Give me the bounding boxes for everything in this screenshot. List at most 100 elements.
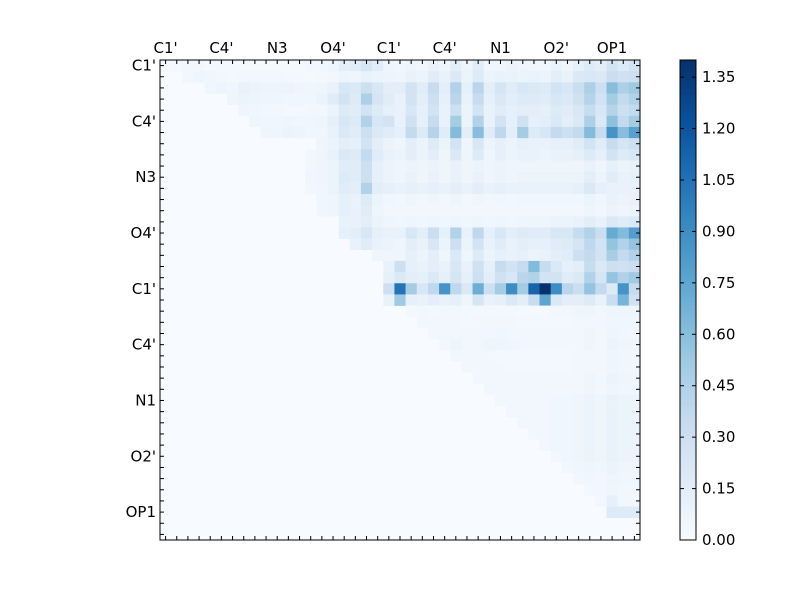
heatmap-cell — [439, 205, 451, 217]
heatmap-cell — [550, 316, 563, 329]
heatmap-cell — [528, 227, 540, 239]
heatmap-cell — [494, 316, 507, 329]
heatmap-cell — [461, 60, 473, 72]
heatmap-cell — [316, 115, 328, 128]
heatmap-cell — [539, 294, 551, 306]
heatmap-cell — [573, 327, 585, 340]
heatmap-cell — [405, 238, 418, 251]
heatmap-cell — [349, 205, 362, 217]
heatmap-cell — [528, 339, 540, 351]
heatmap-cell — [606, 439, 618, 451]
heatmap-cell — [606, 82, 618, 94]
heatmap-cell — [595, 149, 607, 161]
heatmap-cell — [416, 316, 429, 329]
heatmap-cell — [383, 160, 395, 172]
heatmap-cell — [461, 104, 473, 117]
heatmap-cell — [327, 160, 339, 172]
heatmap-cell — [606, 294, 618, 306]
heatmap-cell — [327, 82, 339, 94]
heatmap-cell — [372, 138, 384, 150]
heatmap-cell — [461, 205, 473, 217]
heatmap-cell — [472, 272, 485, 284]
heatmap-cells — [160, 60, 641, 540]
heatmap-cell — [528, 115, 540, 128]
heatmap-cell — [483, 383, 496, 396]
heatmap-cell — [550, 193, 563, 206]
heatmap-cell — [584, 473, 596, 485]
heatmap-cell — [606, 149, 618, 161]
heatmap-cell — [539, 126, 551, 139]
colorbar-tick-label: 1.35 — [702, 68, 735, 86]
heatmap-cell — [506, 60, 518, 72]
heatmap-cell — [561, 428, 574, 440]
heatmap-cell — [539, 339, 551, 351]
heatmap-cell — [238, 60, 250, 72]
heatmap-cell — [539, 350, 551, 362]
heatmap-cell — [394, 272, 406, 284]
heatmap-cell — [305, 104, 317, 117]
heatmap-cell — [405, 93, 418, 105]
heatmap-cell — [494, 383, 507, 396]
heatmap-cell — [539, 115, 551, 128]
heatmap-cell — [506, 216, 518, 228]
heatmap-cell — [628, 316, 641, 329]
heatmap-cell — [628, 350, 641, 362]
heatmap-cell — [394, 294, 406, 306]
heatmap-cell — [360, 60, 373, 72]
heatmap-cell — [450, 126, 462, 139]
heatmap-cell — [327, 104, 339, 117]
heatmap-cell — [483, 361, 496, 373]
heatmap-cell — [628, 60, 641, 72]
heatmap-cell — [450, 193, 462, 206]
heatmap-cell — [450, 294, 462, 306]
heatmap-cell — [383, 238, 395, 251]
heatmap-cell — [439, 238, 451, 251]
colorbar-ticks: 0.00 0.15 0.30 0.45 0.60 0.75 0.90 1.05 1.20 1.35 — [680, 68, 735, 549]
heatmap-cell — [439, 193, 451, 206]
heatmap-cell — [394, 182, 406, 195]
heatmap-cell — [394, 138, 406, 150]
heatmap-cell — [349, 126, 362, 139]
heatmap-cell — [226, 93, 239, 105]
heatmap-cell — [573, 473, 585, 485]
heatmap-cell — [450, 227, 462, 239]
heatmap-cell — [617, 205, 630, 217]
heatmap-cell — [439, 160, 451, 172]
heatmap-cell — [595, 249, 607, 262]
heatmap-cell — [584, 149, 596, 161]
heatmap-cell — [517, 115, 529, 128]
heatmap-cell — [584, 383, 596, 396]
heatmap-cell — [573, 193, 585, 206]
heatmap-cell — [528, 272, 540, 284]
heatmap-cell — [539, 238, 551, 251]
heatmap-cell — [573, 216, 585, 228]
heatmap-cell — [595, 193, 607, 206]
heatmap-cell — [506, 160, 518, 172]
heatmap-cell — [606, 417, 618, 429]
heatmap-cell — [427, 327, 440, 340]
heatmap-cell — [450, 283, 462, 295]
heatmap-cell — [349, 149, 362, 161]
heatmap-cell — [450, 272, 462, 284]
heatmap-cell — [271, 93, 284, 105]
heatmap-cell — [506, 361, 518, 373]
heatmap-cell — [517, 71, 529, 83]
heatmap-cell — [427, 316, 440, 329]
heatmap-cell — [539, 428, 551, 440]
heatmap-cell — [316, 138, 328, 150]
heatmap-cell — [617, 305, 630, 318]
heatmap-cell — [316, 171, 328, 184]
heatmap-cell — [573, 71, 585, 83]
heatmap-cell — [506, 350, 518, 362]
heatmap-cell — [472, 115, 485, 128]
heatmap-cell — [595, 361, 607, 373]
heatmap-cell — [595, 406, 607, 418]
heatmap-cell — [528, 171, 540, 184]
heatmap-cell — [617, 350, 630, 362]
heatmap-cell — [595, 417, 607, 429]
heatmap-cell — [305, 160, 317, 172]
y-tick-label: C1' — [132, 57, 156, 75]
heatmap-cell — [416, 104, 429, 117]
heatmap-cell — [204, 82, 217, 94]
heatmap-cell — [394, 260, 406, 273]
